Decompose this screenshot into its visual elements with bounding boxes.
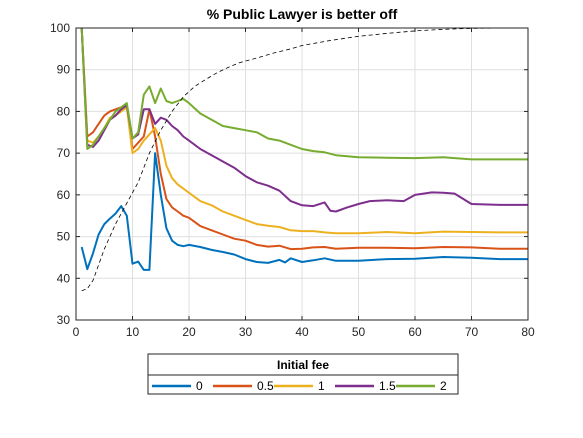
series-lines — [80, 27, 528, 292]
x-tick-label: 50 — [352, 325, 366, 339]
legend-label: 2 — [440, 379, 447, 393]
y-tick-label: 80 — [57, 104, 71, 118]
legend: Initial fee 0 0.5 1 1.5 2 — [147, 353, 459, 395]
x-tick-label: 0 — [73, 325, 80, 339]
x-tick-label: 80 — [521, 325, 535, 339]
legend-items: 0 0.5 1 1.5 2 — [152, 379, 447, 393]
y-tick-label: 90 — [57, 63, 71, 77]
y-tick-label: 100 — [50, 21, 70, 35]
series-line-3 — [80, 27, 528, 213]
y-tick-label: 50 — [57, 230, 71, 244]
y-tick-label: 70 — [57, 146, 71, 160]
y-tick-label: 30 — [57, 313, 71, 327]
reference-dashed-line — [81, 27, 528, 292]
legend-label: 0.5 — [257, 379, 274, 393]
x-tick-label: 60 — [408, 325, 422, 339]
y-tick-label: 40 — [57, 271, 71, 285]
legend-label: 0 — [196, 379, 203, 393]
x-tick-label: 40 — [295, 325, 309, 339]
y-tick-label: 60 — [57, 188, 71, 202]
x-tick-label: 70 — [465, 325, 479, 339]
x-tick-label: 10 — [126, 325, 140, 339]
axis-ticks: 0 10 20 30 40 50 60 70 80 30 40 50 60 70 80 90 100 — [50, 21, 535, 339]
legend-label: 1 — [318, 379, 325, 393]
legend-title: Initial fee — [277, 358, 329, 372]
legend-box — [147, 353, 459, 395]
chart-title: % Public Lawyer is better off — [207, 6, 398, 22]
series-line-0 — [80, 152, 528, 271]
x-tick-label: 20 — [182, 325, 196, 339]
legend-label: 1.5 — [379, 379, 396, 393]
x-tick-label: 30 — [239, 325, 253, 339]
series-line-4 — [80, 27, 528, 161]
